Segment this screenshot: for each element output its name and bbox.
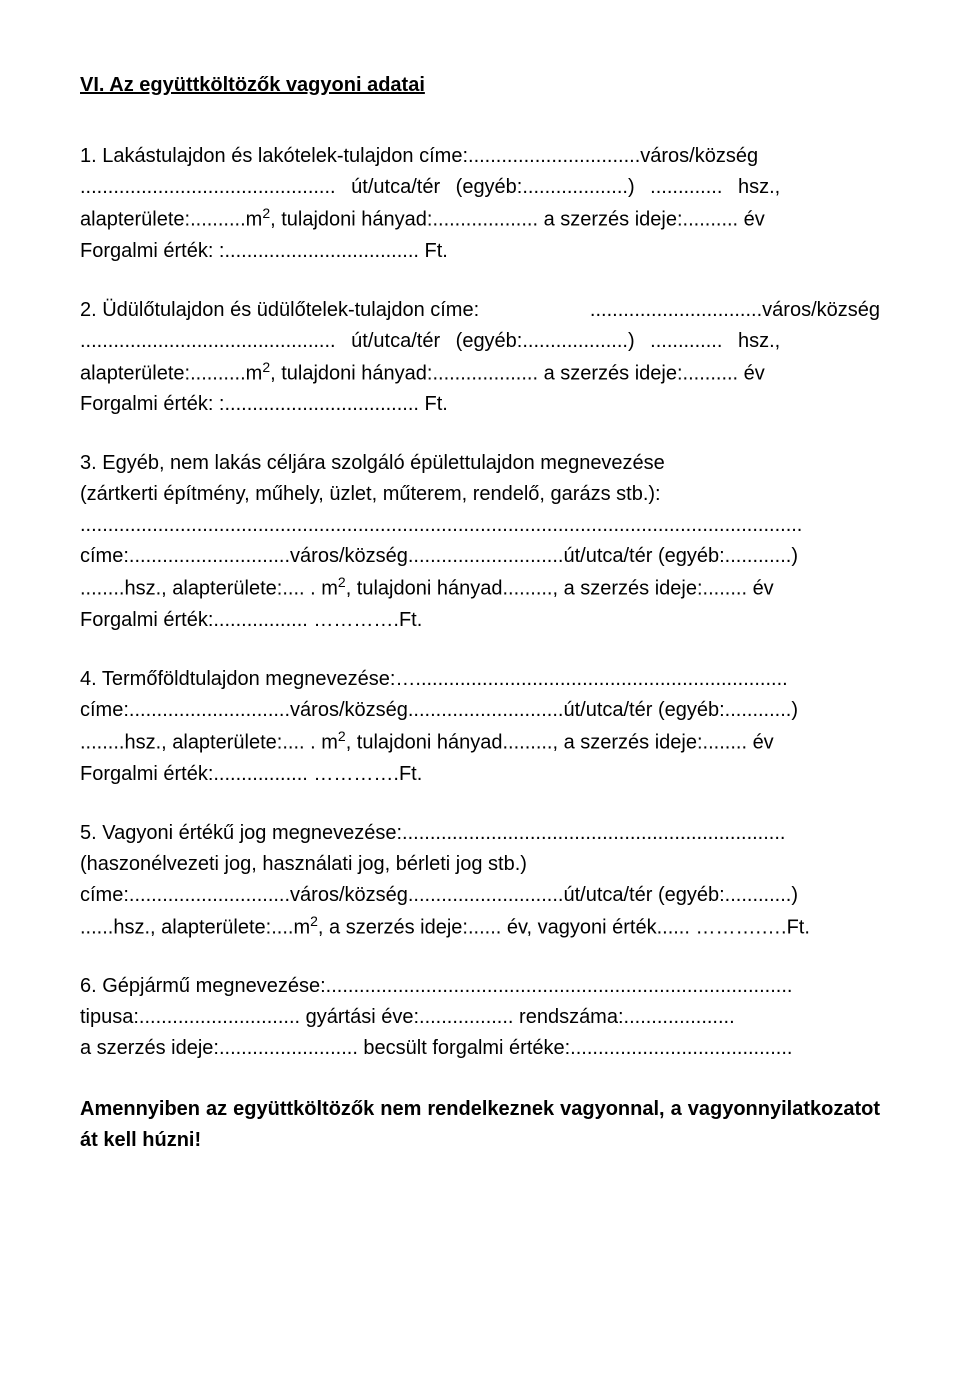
item1-line2c: , tulajdoni hányad:................... a… xyxy=(270,209,765,231)
final-note: Amennyiben az együttköltözők nem rendelk… xyxy=(80,1094,880,1156)
item-3: 3. Egyéb, nem lakás céljára szolgáló épü… xyxy=(80,448,880,636)
item5-sup: 2 xyxy=(310,913,318,929)
item2-line1b: ...............................város/köz… xyxy=(590,295,880,326)
item-1: 1. Lakástulajdon és lakótelek-tulajdon c… xyxy=(80,141,880,267)
item3-line6: Forgalmi érték:................. ………….Ft… xyxy=(80,605,880,636)
item2-line2c: , tulajdoni hányad:................... a… xyxy=(270,362,765,384)
item4-line3b: , tulajdoni hányad........., a szerzés i… xyxy=(346,732,774,754)
item4-line2: címe:.............................város/… xyxy=(80,695,880,726)
item2-line1: 2. Üdülőtulajdon és üdülőtelek-tulajdon … xyxy=(80,295,880,326)
item6-line2: tipusa:............................. gyá… xyxy=(80,1002,880,1033)
item2-line1a: 2. Üdülőtulajdon és üdülőtelek-tulajdon … xyxy=(80,295,479,326)
item5-line4: ......hsz., alapterülete:....m2, a szerz… xyxy=(80,911,880,944)
item3-line1: 3. Egyéb, nem lakás céljára szolgáló épü… xyxy=(80,448,880,479)
item3-line5a: ........hsz., alapterülete:.... . m xyxy=(80,578,338,600)
item3-line3: ........................................… xyxy=(80,510,880,541)
item2-line2b: alapterülete:..........m xyxy=(80,362,262,384)
item3-line5: ........hsz., alapterülete:.... . m2, tu… xyxy=(80,572,880,605)
item5-line4a: ......hsz., alapterülete:....m xyxy=(80,916,310,938)
item4-line3a: ........hsz., alapterülete:.... . m xyxy=(80,732,338,754)
item1-line3: Forgalmi érték: :.......................… xyxy=(80,236,880,267)
item4-sup: 2 xyxy=(338,728,346,744)
item2-sup: 2 xyxy=(262,359,270,375)
item-5: 5. Vagyoni értékű jog megnevezése:......… xyxy=(80,818,880,944)
item5-line4b: , a szerzés ideje:...... év, vagyoni ért… xyxy=(318,916,810,938)
item-4: 4. Termőföldtulajdon megnevezése:…......… xyxy=(80,664,880,790)
item3-line5b: , tulajdoni hányad........., a szerzés i… xyxy=(346,578,774,600)
item1-line2a: ........................................… xyxy=(80,172,880,203)
item-2: 2. Üdülőtulajdon és üdülőtelek-tulajdon … xyxy=(80,295,880,421)
item6-line1: 6. Gépjármű megnevezése:................… xyxy=(80,971,880,1002)
item4-line4: Forgalmi érték:................. ………….Ft… xyxy=(80,759,880,790)
item5-line2: (haszonélvezeti jog, használati jog, bér… xyxy=(80,849,880,880)
item1-line1: 1. Lakástulajdon és lakótelek-tulajdon c… xyxy=(80,141,880,172)
item5-line3: címe:.............................város/… xyxy=(80,880,880,911)
section-title: VI. Az együttköltözők vagyoni adatai xyxy=(80,70,880,101)
item5-line1: 5. Vagyoni értékű jog megnevezése:......… xyxy=(80,818,880,849)
item-6: 6. Gépjármű megnevezése:................… xyxy=(80,971,880,1064)
item4-line1: 4. Termőföldtulajdon megnevezése:…......… xyxy=(80,664,880,695)
item2-line2a: ........................................… xyxy=(80,326,880,357)
item2-line3: Forgalmi érték: :.......................… xyxy=(80,389,880,420)
item3-line4: címe:.............................város/… xyxy=(80,541,880,572)
item3-sup: 2 xyxy=(338,574,346,590)
item2-line2bc: alapterülete:..........m2, tulajdoni hán… xyxy=(80,357,880,390)
item3-line2: (zártkerti építmény, műhely, üzlet, műte… xyxy=(80,479,880,510)
item4-line3: ........hsz., alapterülete:.... . m2, tu… xyxy=(80,726,880,759)
item1-line2b: alapterülete:..........m xyxy=(80,209,262,231)
item1-sup: 2 xyxy=(262,205,270,221)
item6-line3: a szerzés ideje:........................… xyxy=(80,1033,880,1064)
item1-line2bc: alapterülete:..........m2, tulajdoni hán… xyxy=(80,203,880,236)
